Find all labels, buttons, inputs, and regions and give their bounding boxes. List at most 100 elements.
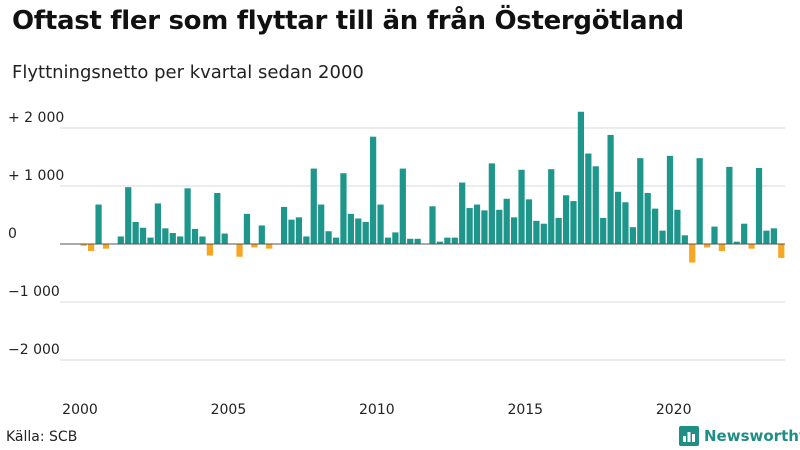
- bar-chart-logo-icon: [679, 426, 699, 446]
- bar: [585, 153, 592, 244]
- bar: [332, 237, 340, 244]
- bar: [125, 187, 132, 244]
- bar: [80, 244, 87, 246]
- bar: [518, 169, 525, 244]
- chart-title: Oftast fler som flyttar till än från Öst…: [12, 6, 684, 36]
- bar: [726, 166, 733, 244]
- bar: [377, 204, 384, 244]
- x-tick-label: 2020: [656, 402, 692, 418]
- bar: [266, 244, 273, 249]
- bar: [399, 168, 406, 244]
- bar: [221, 233, 228, 244]
- bar: [102, 244, 110, 249]
- bar: [318, 204, 325, 244]
- bar-series: [80, 111, 785, 263]
- bar: [191, 228, 199, 244]
- bar: [236, 244, 243, 257]
- bar: [644, 192, 651, 244]
- bar: [95, 204, 102, 244]
- bar: [325, 231, 332, 244]
- bar: [132, 221, 139, 244]
- bar: [481, 210, 488, 244]
- bar: [436, 241, 444, 244]
- bar: [169, 232, 176, 244]
- bar: [355, 218, 362, 244]
- bar: [451, 237, 458, 244]
- bar: [659, 230, 666, 244]
- bar: [370, 136, 377, 244]
- bar: [503, 198, 510, 244]
- bar: [206, 244, 213, 256]
- bar: [555, 217, 562, 244]
- bar: [525, 199, 533, 244]
- bar: [548, 169, 555, 244]
- bar: [600, 217, 607, 244]
- x-tick-label: 2000: [62, 402, 98, 418]
- y-tick-label: + 2 000: [8, 110, 64, 126]
- bar: [251, 244, 258, 248]
- bar: [689, 244, 696, 263]
- bar: [117, 236, 124, 244]
- bar: [770, 228, 777, 244]
- bar: [280, 206, 288, 244]
- bar: [511, 217, 518, 244]
- source-note: Källa: SCB: [6, 429, 78, 445]
- grid-lines: [60, 127, 785, 361]
- bar: [748, 244, 755, 249]
- bar: [614, 191, 622, 244]
- bar: [733, 241, 740, 244]
- bar: [592, 166, 599, 244]
- chart-subtitle: Flyttningsnetto per kvartal sedan 2000: [12, 62, 364, 83]
- bar: [570, 201, 577, 244]
- bar: [154, 203, 162, 244]
- bar: [392, 232, 399, 244]
- bar: [414, 238, 421, 244]
- bar: [496, 209, 503, 244]
- bar: [147, 237, 154, 244]
- bar: [473, 204, 481, 244]
- bar: [778, 244, 785, 258]
- bar: [384, 237, 392, 244]
- bar: [184, 188, 191, 244]
- bar: [637, 158, 644, 244]
- bar: [674, 209, 681, 244]
- bar: [347, 213, 354, 244]
- bar: [310, 168, 317, 244]
- bar: [214, 192, 221, 244]
- bar: [303, 236, 310, 244]
- bar: [199, 236, 206, 244]
- bar: [288, 219, 295, 244]
- bar: [444, 237, 451, 244]
- bar: [629, 227, 636, 244]
- bar: [681, 235, 688, 244]
- x-axis-tick-labels: 2000 2005 2010 2015 2020: [62, 402, 691, 418]
- y-tick-label: 0: [8, 226, 17, 242]
- bar: [466, 208, 473, 244]
- bar: [540, 223, 547, 244]
- bar: [88, 244, 95, 251]
- bar: [139, 227, 147, 244]
- bar: [718, 244, 726, 251]
- bar: [177, 236, 184, 244]
- bar: [577, 111, 585, 244]
- brand-name: Newsworthy: [704, 427, 800, 445]
- bar: [258, 225, 265, 244]
- bar: [295, 217, 303, 244]
- bar: [741, 223, 748, 244]
- y-tick-label: −2 000: [8, 342, 60, 358]
- bar: [459, 182, 466, 244]
- bar: [340, 173, 347, 244]
- bar: [243, 213, 251, 244]
- bar: [703, 244, 711, 248]
- y-tick-label: −1 000: [8, 284, 60, 300]
- brand-logo: Newsworthy: [679, 426, 800, 446]
- bar: [607, 134, 614, 244]
- bar: [711, 226, 718, 244]
- bar: [696, 158, 703, 244]
- x-tick-label: 2010: [359, 402, 395, 418]
- bar: [533, 220, 540, 244]
- bar: [407, 238, 414, 244]
- bar: [666, 155, 674, 244]
- bar: [755, 168, 763, 244]
